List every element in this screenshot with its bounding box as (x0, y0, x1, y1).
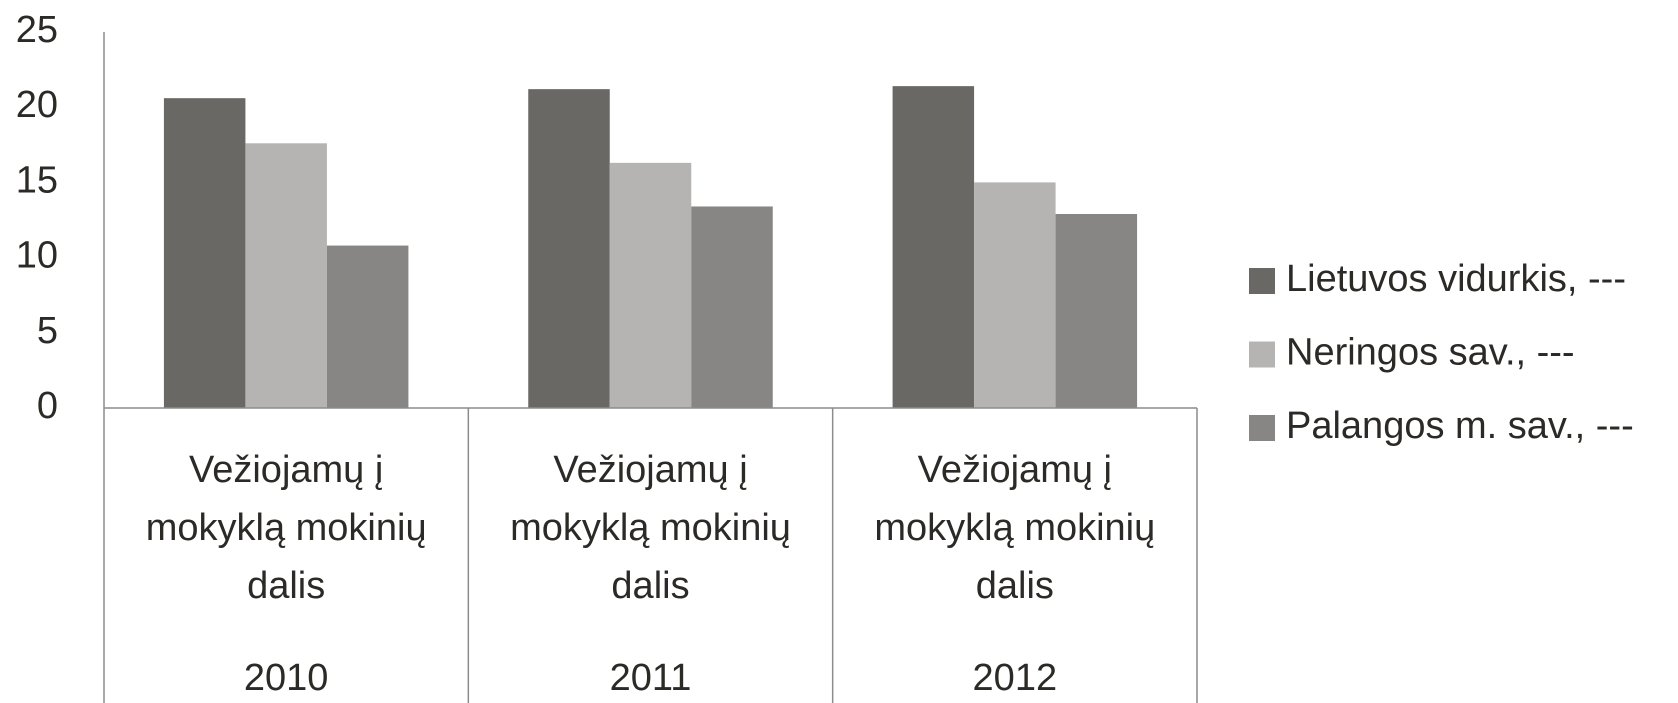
y-tick-label: 10 (16, 235, 58, 277)
y-tick-label: 20 (16, 84, 58, 126)
bar (892, 86, 975, 409)
bar (974, 182, 1056, 408)
bar (528, 89, 610, 408)
legend-label: Lietuvos vidurkis, --- (1286, 258, 1626, 300)
category-label: Vežiojamų į mokyklą mokinių dalis (510, 449, 791, 607)
legend-label: Palangos m. sav., --- (1286, 405, 1634, 447)
x-tick-label: 2011 (610, 657, 692, 699)
x-tick-label: 2010 (244, 657, 329, 699)
y-tick-label: 15 (16, 159, 58, 201)
legend-label: Neringos sav., --- (1286, 332, 1575, 374)
bar (691, 206, 773, 408)
legend-swatch (1249, 268, 1275, 294)
legend-swatch (1249, 415, 1275, 441)
y-tick-label: 5 (37, 310, 58, 352)
category-label: Vežiojamų į mokyklą mokinių dalis (874, 449, 1156, 607)
category-label: Vežiojamų į mokyklą mokinių dalis (145, 449, 427, 607)
bar (1055, 213, 1138, 408)
x-tick-label: 2012 (973, 657, 1058, 699)
bar (245, 143, 327, 408)
legend-swatch (1249, 341, 1275, 368)
bar (163, 98, 246, 409)
y-tick-label: 25 (16, 9, 58, 51)
bar (326, 245, 409, 408)
bar (609, 162, 692, 408)
y-tick-label: 0 (37, 385, 58, 427)
